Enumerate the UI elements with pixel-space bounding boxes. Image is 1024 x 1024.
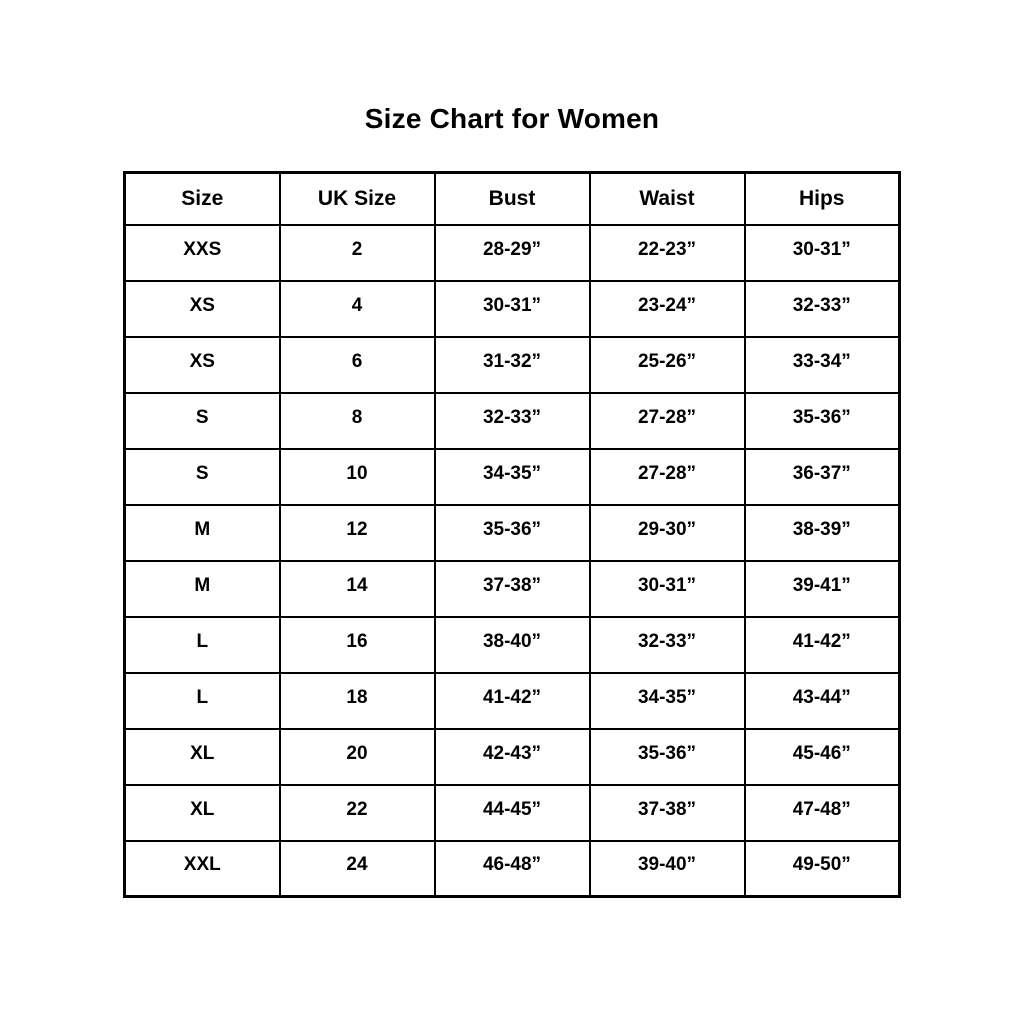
cell-hips: 36-37” <box>743 447 901 506</box>
cell-bust: 42-43” <box>433 727 591 786</box>
cell-bust: 35-36” <box>433 503 591 562</box>
cell-bust: 34-35” <box>433 447 591 506</box>
column-header-waist: Waist <box>588 171 746 226</box>
cell-size: XL <box>123 783 281 842</box>
cell-bust: 31-32” <box>433 335 591 394</box>
cell-bust: 37-38” <box>433 559 591 618</box>
cell-uk-size: 4 <box>278 279 436 338</box>
cell-bust: 38-40” <box>433 615 591 674</box>
cell-hips: 39-41” <box>743 559 901 618</box>
cell-bust: 41-42” <box>433 671 591 730</box>
cell-hips: 35-36” <box>743 391 901 450</box>
cell-uk-size: 22 <box>278 783 436 842</box>
cell-bust: 32-33” <box>433 391 591 450</box>
cell-uk-size: 16 <box>278 615 436 674</box>
cell-waist: 39-40” <box>588 839 746 898</box>
header-row: Size UK Size Bust Waist Hips <box>123 171 901 226</box>
cell-waist: 30-31” <box>588 559 746 618</box>
table-row: L 18 41-42” 34-35” 43-44” <box>123 671 901 730</box>
cell-uk-size: 18 <box>278 671 436 730</box>
cell-uk-size: 2 <box>278 223 436 282</box>
cell-size: L <box>123 671 281 730</box>
cell-waist: 22-23” <box>588 223 746 282</box>
table-row: S 8 32-33” 27-28” 35-36” <box>123 391 901 450</box>
cell-uk-size: 14 <box>278 559 436 618</box>
cell-size: XL <box>123 727 281 786</box>
cell-size: M <box>123 559 281 618</box>
column-header-hips: Hips <box>743 171 901 226</box>
cell-waist: 35-36” <box>588 727 746 786</box>
cell-size: L <box>123 615 281 674</box>
cell-hips: 43-44” <box>743 671 901 730</box>
table-row: XXS 2 28-29” 22-23” 30-31” <box>123 223 901 282</box>
cell-uk-size: 24 <box>278 839 436 898</box>
cell-waist: 23-24” <box>588 279 746 338</box>
cell-uk-size: 8 <box>278 391 436 450</box>
cell-hips: 30-31” <box>743 223 901 282</box>
table-row: L 16 38-40” 32-33” 41-42” <box>123 615 901 674</box>
table-row: S 10 34-35” 27-28” 36-37” <box>123 447 901 506</box>
cell-size: XS <box>123 335 281 394</box>
cell-waist: 25-26” <box>588 335 746 394</box>
cell-hips: 38-39” <box>743 503 901 562</box>
cell-waist: 27-28” <box>588 447 746 506</box>
cell-bust: 44-45” <box>433 783 591 842</box>
size-chart-table: Size UK Size Bust Waist Hips XXS 2 28-29… <box>123 171 901 898</box>
cell-size: XXS <box>123 223 281 282</box>
cell-hips: 32-33” <box>743 279 901 338</box>
cell-uk-size: 10 <box>278 447 436 506</box>
cell-bust: 30-31” <box>433 279 591 338</box>
table-row: M 14 37-38” 30-31” 39-41” <box>123 559 901 618</box>
cell-size: S <box>123 447 281 506</box>
size-table-body: XXS 2 28-29” 22-23” 30-31” XS 4 30-31” 2… <box>123 223 901 898</box>
cell-waist: 32-33” <box>588 615 746 674</box>
cell-waist: 37-38” <box>588 783 746 842</box>
table-row: M 12 35-36” 29-30” 38-39” <box>123 503 901 562</box>
table-row: XXL 24 46-48” 39-40” 49-50” <box>123 839 901 898</box>
cell-size: M <box>123 503 281 562</box>
cell-waist: 34-35” <box>588 671 746 730</box>
cell-size: S <box>123 391 281 450</box>
table-row: XL 20 42-43” 35-36” 45-46” <box>123 727 901 786</box>
size-table-header: Size UK Size Bust Waist Hips <box>123 171 901 226</box>
cell-waist: 29-30” <box>588 503 746 562</box>
table-row: XS 6 31-32” 25-26” 33-34” <box>123 335 901 394</box>
cell-hips: 47-48” <box>743 783 901 842</box>
cell-size: XXL <box>123 839 281 898</box>
cell-hips: 45-46” <box>743 727 901 786</box>
column-header-uk-size: UK Size <box>278 171 436 226</box>
cell-uk-size: 20 <box>278 727 436 786</box>
cell-uk-size: 6 <box>278 335 436 394</box>
cell-size: XS <box>123 279 281 338</box>
column-header-size: Size <box>123 171 281 226</box>
table-row: XS 4 30-31” 23-24” 32-33” <box>123 279 901 338</box>
cell-bust: 28-29” <box>433 223 591 282</box>
cell-waist: 27-28” <box>588 391 746 450</box>
cell-hips: 33-34” <box>743 335 901 394</box>
cell-uk-size: 12 <box>278 503 436 562</box>
cell-bust: 46-48” <box>433 839 591 898</box>
cell-hips: 49-50” <box>743 839 901 898</box>
page-title: Size Chart for Women <box>364 103 660 134</box>
cell-hips: 41-42” <box>743 615 901 674</box>
column-header-bust: Bust <box>433 171 591 226</box>
table-row: XL 22 44-45” 37-38” 47-48” <box>123 783 901 842</box>
